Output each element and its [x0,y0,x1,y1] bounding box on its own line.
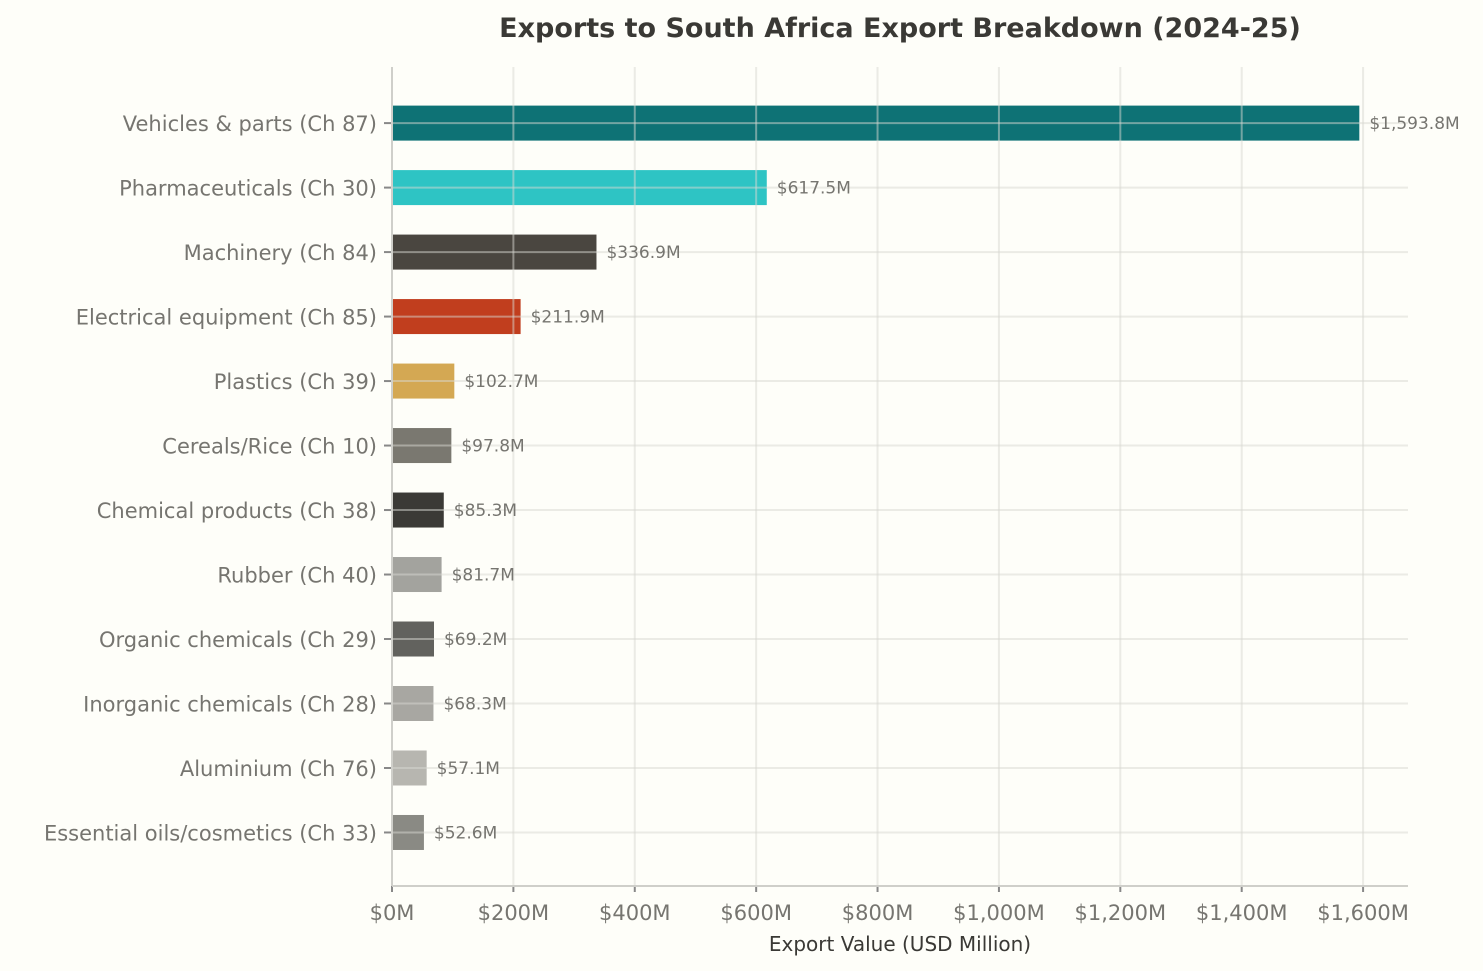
y-tick-label: Vehicles & parts (Ch 87) [123,112,377,136]
data-label: $211.9M [531,308,605,328]
data-label: $69.2M [444,630,507,650]
y-tick-label: Rubber (Ch 40) [217,564,377,588]
x-axis-label: Export Value (USD Million) [769,932,1031,956]
data-label: $102.7M [464,372,538,392]
y-tick-label: Machinery (Ch 84) [184,241,377,265]
data-label: $68.3M [443,694,506,714]
data-label: $81.7M [452,566,515,586]
data-label: $57.1M [437,759,500,779]
y-tick-label: Plastics (Ch 39) [214,370,377,394]
y-tick-label: Aluminium (Ch 76) [180,757,377,781]
data-label: $97.8M [461,437,524,457]
x-tick-label: $800M [842,901,914,925]
x-tick-label: $1,400M [1196,901,1288,925]
x-tick-label: $1,600M [1317,901,1409,925]
y-tick-label: Inorganic chemicals (Ch 28) [83,692,377,716]
y-tick-label: Chemical products (Ch 38) [97,499,377,523]
data-label: $617.5M [777,179,851,199]
x-tick-label: $600M [720,901,792,925]
data-label: $85.3M [454,501,517,521]
data-label: $336.9M [606,243,680,263]
y-tick-label: Pharmaceuticals (Ch 30) [119,177,377,201]
x-tick-label: $1,200M [1075,901,1167,925]
y-tick-label: Electrical equipment (Ch 85) [76,306,377,330]
x-tick-label: $200M [478,901,550,925]
data-label: $52.6M [434,823,497,843]
x-tick-label: $400M [599,901,671,925]
y-tick-label: Essential oils/cosmetics (Ch 33) [44,821,377,845]
y-tick-label: Cereals/Rice (Ch 10) [162,435,377,459]
y-tick-label: Organic chemicals (Ch 29) [99,628,377,652]
data-label: $1,593.8M [1369,114,1459,134]
x-tick-label: $0M [370,901,415,925]
chart-title: Exports to South Africa Export Breakdown… [499,13,1301,44]
x-tick-label: $1,000M [953,901,1045,925]
